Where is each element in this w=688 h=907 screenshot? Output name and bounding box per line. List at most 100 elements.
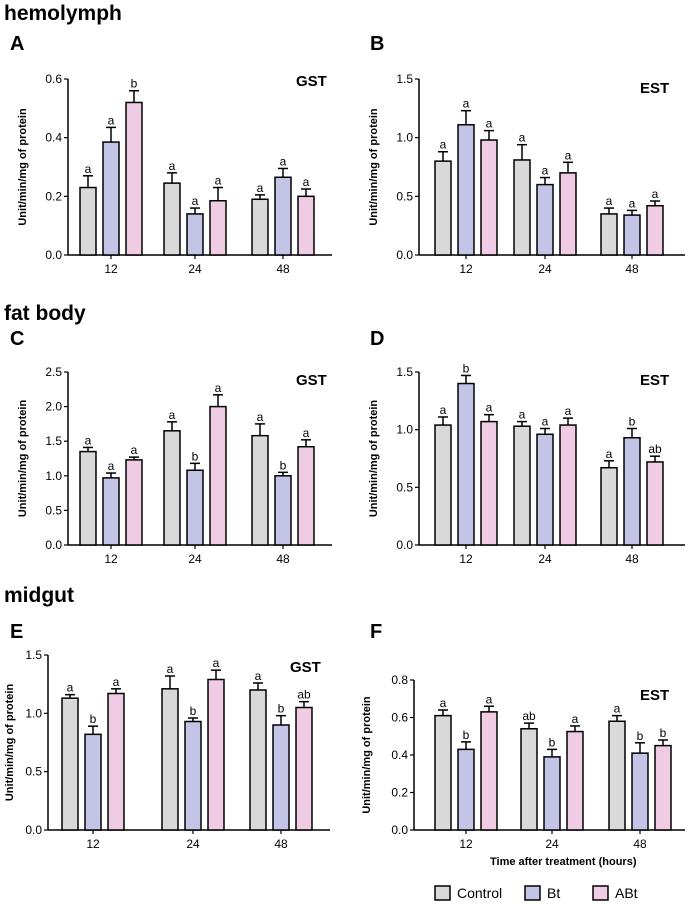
significance-letter: b: [549, 735, 556, 749]
bar-bt-24: [536, 183, 554, 256]
panel-letter: B: [370, 33, 384, 55]
significance-letter: a: [303, 426, 310, 440]
significance-letter: b: [660, 726, 667, 740]
y-axis-label: Unit/min/mg of protein: [17, 400, 29, 518]
significance-letter: b: [190, 704, 197, 718]
panel-letter: D: [370, 328, 384, 350]
significance-letter: a: [108, 459, 115, 473]
bar-abt-12: [480, 420, 498, 546]
bar-abt-24: [559, 424, 577, 546]
x-tick-label: 12: [104, 262, 118, 276]
bar-abt-48: [297, 195, 315, 256]
significance-letter: a: [519, 131, 526, 145]
legend-swatch-bt: [524, 885, 541, 901]
bar-abt-48: [654, 744, 672, 831]
y-axis-label: Unit/min/mg of protein: [361, 696, 373, 814]
y-tick-label: 1.5: [396, 72, 413, 86]
panel-F: F EST Unit/min/mg of protein 0.0 0.2 0.4 0.6 0.…: [361, 621, 685, 851]
bar-bt-48: [272, 724, 290, 831]
bar-abt-12: [107, 692, 125, 831]
significance-letter: a: [131, 443, 138, 457]
y-tick-label: 2.0: [45, 400, 62, 414]
y-tick-label: 0.2: [45, 189, 62, 203]
significance-letter: b: [463, 361, 470, 375]
bar-abt-24: [207, 678, 225, 831]
y-tick-label: 0.6: [45, 72, 62, 86]
y-tick-label: 1.0: [396, 423, 413, 437]
section-title-hemolymph: hemolymph: [4, 2, 122, 25]
y-tick-label: 0.5: [25, 765, 42, 779]
significance-letter: a: [169, 408, 176, 422]
significance-letter: a: [257, 181, 264, 195]
y-tick-label: 0.5: [396, 480, 413, 494]
significance-letter: a: [213, 656, 220, 670]
bar-abt-48: [646, 461, 664, 546]
y-tick-label: 0.8: [391, 673, 408, 687]
bar-bt-12: [102, 141, 120, 256]
significance-letter: a: [67, 681, 74, 695]
section-title-fat-body: fat body: [4, 302, 86, 325]
significance-letter: a: [440, 138, 447, 152]
enzyme-label: GST: [296, 73, 327, 90]
significance-letter: a: [606, 447, 613, 461]
significance-letter: b: [192, 449, 199, 463]
significance-letter: b: [463, 728, 470, 742]
y-tick-label: 0.0: [45, 538, 62, 552]
x-tick-label: 24: [188, 262, 202, 276]
significance-letter: a: [565, 404, 572, 418]
bar-control-48: [600, 213, 618, 256]
y-tick-label: 1.0: [396, 131, 413, 145]
legend-swatch-control: [434, 885, 451, 901]
significance-letter: a: [85, 162, 92, 176]
x-tick-label: 12: [104, 552, 118, 566]
significance-letter: a: [486, 401, 493, 415]
bar-control-24: [163, 182, 181, 256]
significance-letter: a: [486, 692, 493, 706]
enzyme-label: EST: [640, 687, 669, 704]
y-axis-label: Unit/min/mg of protein: [368, 400, 380, 518]
bar-bt-48: [623, 436, 641, 546]
significance-letter: b: [278, 702, 285, 716]
significance-letter: a: [542, 164, 549, 178]
bar-abt-48: [295, 706, 313, 831]
bar-control-12: [79, 186, 97, 256]
bar-control-24: [513, 425, 531, 546]
bar-bt-48: [274, 176, 292, 256]
bar-bt-12: [102, 477, 120, 546]
significance-letter: a: [440, 696, 447, 710]
y-tick-label: 1.5: [396, 365, 413, 379]
panel-letter: C: [10, 328, 24, 350]
significance-letter: a: [606, 194, 613, 208]
bar-control-12: [434, 714, 452, 831]
panel-B: B EST Unit/min/mg of protein 0.0 0.5 1.0 1.5 12…: [368, 33, 685, 276]
y-tick-label: 0.6: [391, 711, 408, 725]
x-tick-label: 12: [459, 262, 473, 276]
y-tick-label: 0.5: [396, 189, 413, 203]
bar-control-12: [434, 160, 452, 256]
y-axis-label: Unit/min/mg of protein: [368, 108, 380, 226]
y-tick-label: 0.0: [396, 538, 413, 552]
bar-control-48: [600, 466, 618, 546]
bar-bt-24: [543, 756, 561, 831]
significance-letter: a: [255, 669, 262, 683]
y-tick-label: 0.0: [391, 823, 408, 837]
bar-control-24: [161, 688, 179, 831]
bar-abt-24: [566, 730, 584, 831]
bar-control-12: [434, 424, 452, 546]
x-axis-label: Time after treatment (hours): [490, 856, 637, 868]
x-tick-label: 48: [625, 552, 639, 566]
x-tick-label: 24: [186, 837, 200, 851]
bar-bt-24: [186, 469, 204, 546]
bar-control-48: [608, 720, 626, 831]
x-tick-label: 48: [633, 837, 647, 851]
legend-label: ABt: [615, 885, 638, 901]
bar-abt-24: [559, 172, 577, 256]
x-tick-label: 12: [459, 837, 473, 851]
significance-letter: ab: [522, 709, 536, 723]
significance-letter: b: [629, 415, 636, 429]
y-tick-label: 0.4: [45, 131, 62, 145]
significance-letter: a: [257, 410, 264, 424]
y-tick-label: 0.0: [25, 823, 42, 837]
x-tick-label: 48: [276, 262, 290, 276]
